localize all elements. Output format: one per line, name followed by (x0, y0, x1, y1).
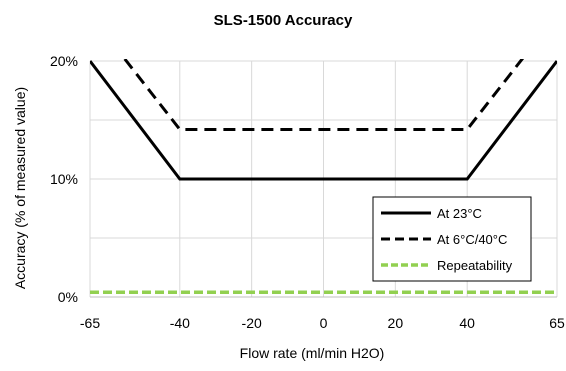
y-tick-label: 10% (50, 171, 78, 187)
x-tick-label: 0 (320, 315, 328, 331)
x-tick-label: 65 (549, 315, 565, 331)
x-tick-label: 40 (459, 315, 475, 331)
grid-lines (89, 60, 558, 298)
x-tick-label: -20 (242, 315, 262, 331)
x-tick-label: -40 (170, 315, 190, 331)
legend-label-2: At 6°C/40°C (437, 232, 507, 247)
series-line-2 (122, 59, 525, 131)
x-tick-label: -65 (80, 315, 100, 331)
y-tick-labels: 0% 10% 20% (50, 53, 78, 305)
chart-title: SLS-1500 Accuracy (214, 12, 353, 29)
y-tick-label: 0% (58, 289, 78, 305)
legend-label-1: At 23°C (437, 206, 482, 221)
y-axis-label: Accuracy (% of measured value) (12, 87, 28, 289)
legend-label-3: Repeatability (437, 258, 513, 273)
x-axis-label: Flow rate (ml/min H2O) (240, 345, 385, 361)
series-line-1 (90, 60, 557, 181)
legend: At 23°C At 6°C/40°C Repeatability (372, 196, 532, 282)
x-tick-labels: -65 -40 -20 0 20 40 65 (80, 315, 565, 331)
series-layer (90, 59, 557, 295)
y-tick-label: 20% (50, 53, 78, 69)
x-tick-label: 20 (388, 315, 404, 331)
